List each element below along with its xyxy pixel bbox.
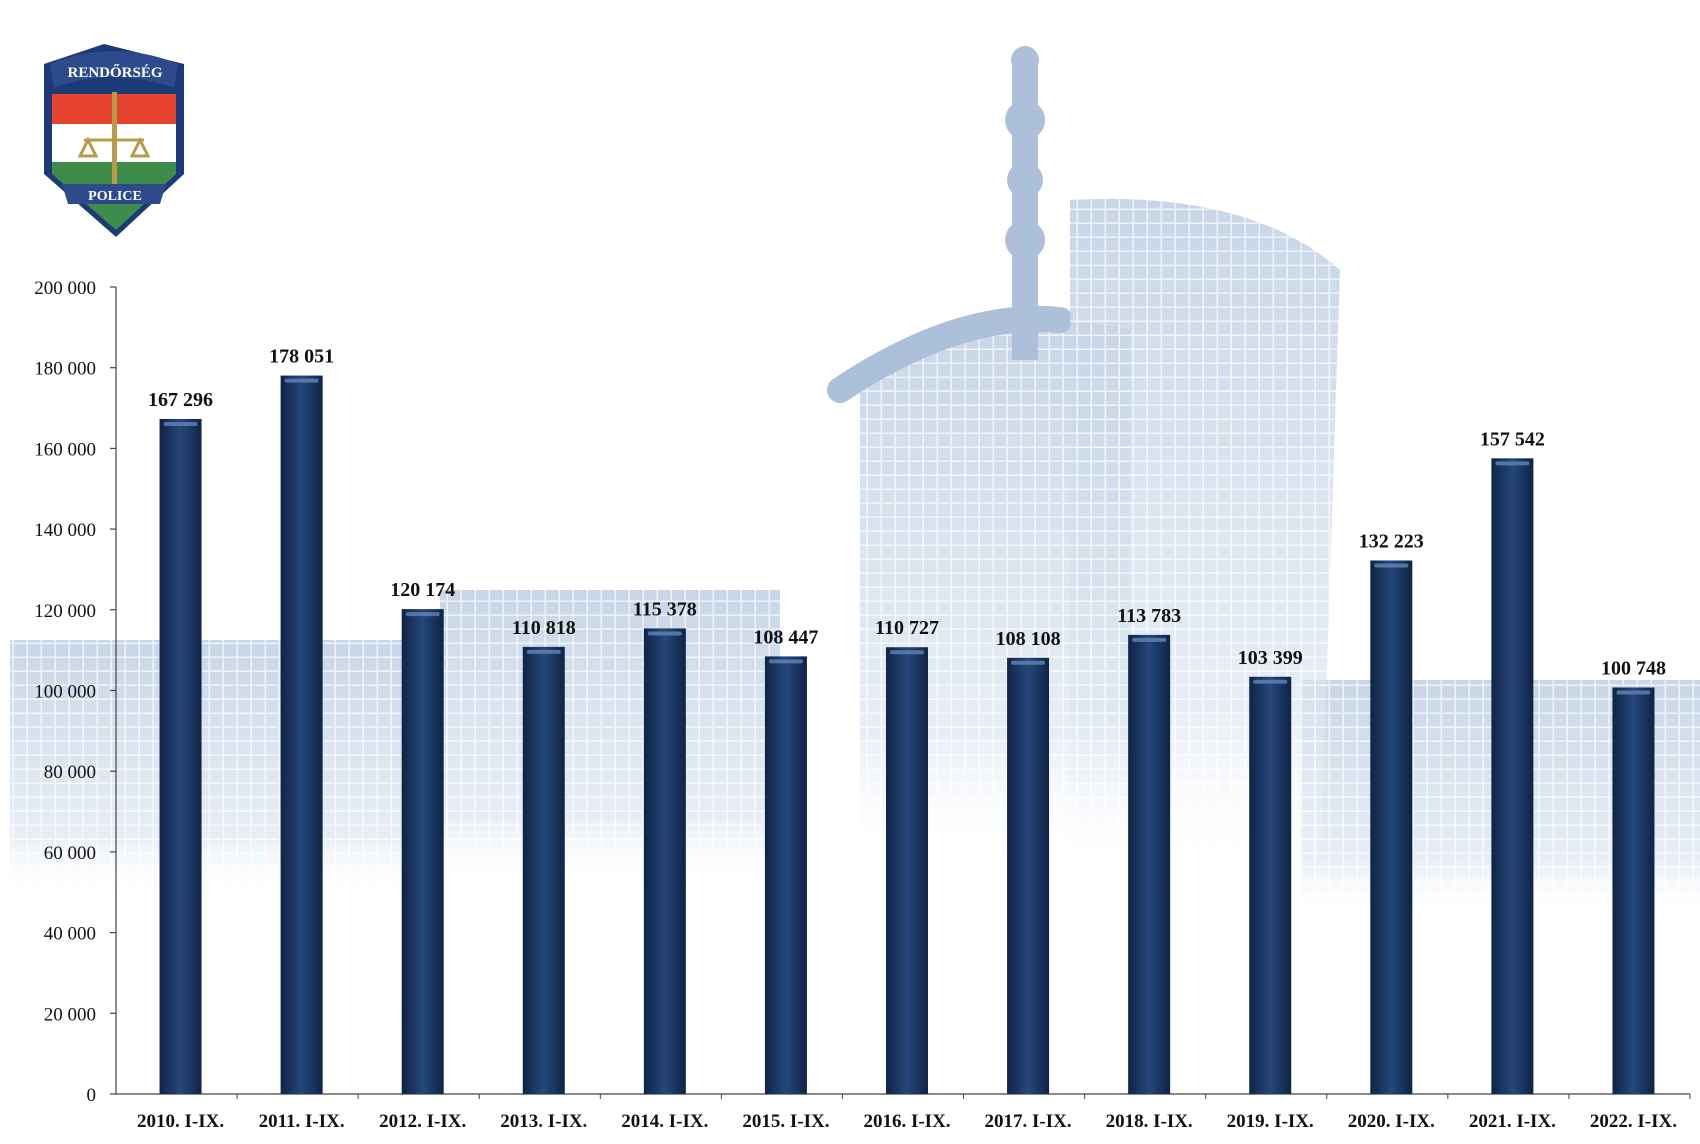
x-tick-label: 2018. I-IX.: [1106, 1111, 1193, 1132]
y-tick-label: 160 000: [34, 439, 96, 460]
bar-highlight: [1616, 690, 1651, 695]
bar: [886, 647, 928, 1094]
data-labels: 2010. I-IX. 167 296 2011. I-IX. 178 051 2012…: [137, 346, 1677, 1132]
data-label: 110 727: [875, 617, 939, 639]
bar: [522, 646, 565, 1094]
bar-highlight: [1253, 679, 1288, 684]
data-label: 120 174: [390, 579, 455, 601]
bar-highlight: [1132, 637, 1167, 642]
x-tick-label: 2019. I-IX.: [1227, 1111, 1314, 1132]
bar: [280, 375, 323, 1094]
bar: [1249, 676, 1292, 1094]
y-tick-label: 180 000: [34, 359, 96, 380]
bar-highlight: [405, 612, 440, 617]
bar: [159, 418, 202, 1094]
data-label: 108 108: [996, 628, 1061, 650]
x-tick-label: 2015. I-IX.: [742, 1111, 829, 1132]
bar-highlight: [647, 631, 682, 636]
bar-highlight: [890, 650, 924, 655]
y-tick-label: 140 000: [34, 520, 96, 541]
data-label: 178 051: [269, 346, 334, 368]
data-label: 113 783: [1117, 605, 1181, 627]
y-tick-label: 100 000: [34, 682, 96, 703]
y-tick-label: 120 000: [34, 601, 96, 622]
bar-series: [159, 375, 1655, 1095]
x-tick-label: 2013. I-IX.: [500, 1111, 587, 1132]
y-tick-label: 200 000: [34, 278, 96, 299]
x-tick-label: 2016. I-IX.: [863, 1111, 950, 1132]
x-tick-label: 2022. I-IX.: [1590, 1111, 1677, 1132]
y-tick-label: 60 000: [44, 843, 96, 864]
y-tick-label: 0: [87, 1085, 97, 1106]
x-tick-label: 2011. I-IX.: [259, 1111, 345, 1132]
bar-highlight: [1495, 461, 1530, 466]
logo-scales-icon: [77, 136, 151, 158]
bar-highlight: [163, 421, 198, 426]
x-tick-label: 2020. I-IX.: [1348, 1111, 1435, 1132]
x-tick-label: 2014. I-IX.: [621, 1111, 708, 1132]
bar: [643, 628, 686, 1094]
data-label: 110 818: [512, 617, 576, 639]
logo-sword-icon: [112, 92, 117, 184]
data-label: 103 399: [1238, 647, 1303, 669]
logo-top-text: RENDŐRSÉG: [67, 64, 162, 81]
bar-highlight: [284, 378, 319, 383]
bar: [1370, 560, 1413, 1094]
bar-highlight: [768, 659, 803, 664]
bar: [1128, 634, 1171, 1094]
bar: [1612, 687, 1655, 1094]
bar: [764, 656, 807, 1094]
data-label: 115 378: [633, 598, 697, 620]
data-label: 108 447: [753, 626, 818, 648]
x-tick-label: 2012. I-IX.: [379, 1111, 466, 1132]
logo-bottom-text: POLICE: [88, 189, 142, 204]
y-tick-label: 20 000: [44, 1004, 96, 1025]
y-tick-label: 80 000: [44, 762, 96, 783]
x-tick-label: 2021. I-IX.: [1469, 1111, 1556, 1132]
y-tick-label: 40 000: [44, 924, 96, 945]
bar: [401, 609, 444, 1094]
data-label: 132 223: [1359, 530, 1424, 552]
bar-highlight: [526, 649, 561, 654]
bar: [1491, 458, 1534, 1095]
bar-highlight: [1011, 660, 1046, 665]
data-label: 167 296: [148, 389, 213, 411]
data-label: 100 748: [1601, 657, 1666, 679]
x-tick-label: 2017. I-IX.: [985, 1111, 1072, 1132]
data-label: 157 542: [1480, 428, 1545, 450]
x-tick-label: 2010. I-IX.: [137, 1111, 224, 1132]
bar: [1007, 657, 1050, 1094]
chart-axes: 0 20 000 40 000 60 000 80 000 100 000 120 000 1…: [34, 278, 1691, 1106]
bar-highlight: [1374, 563, 1409, 568]
